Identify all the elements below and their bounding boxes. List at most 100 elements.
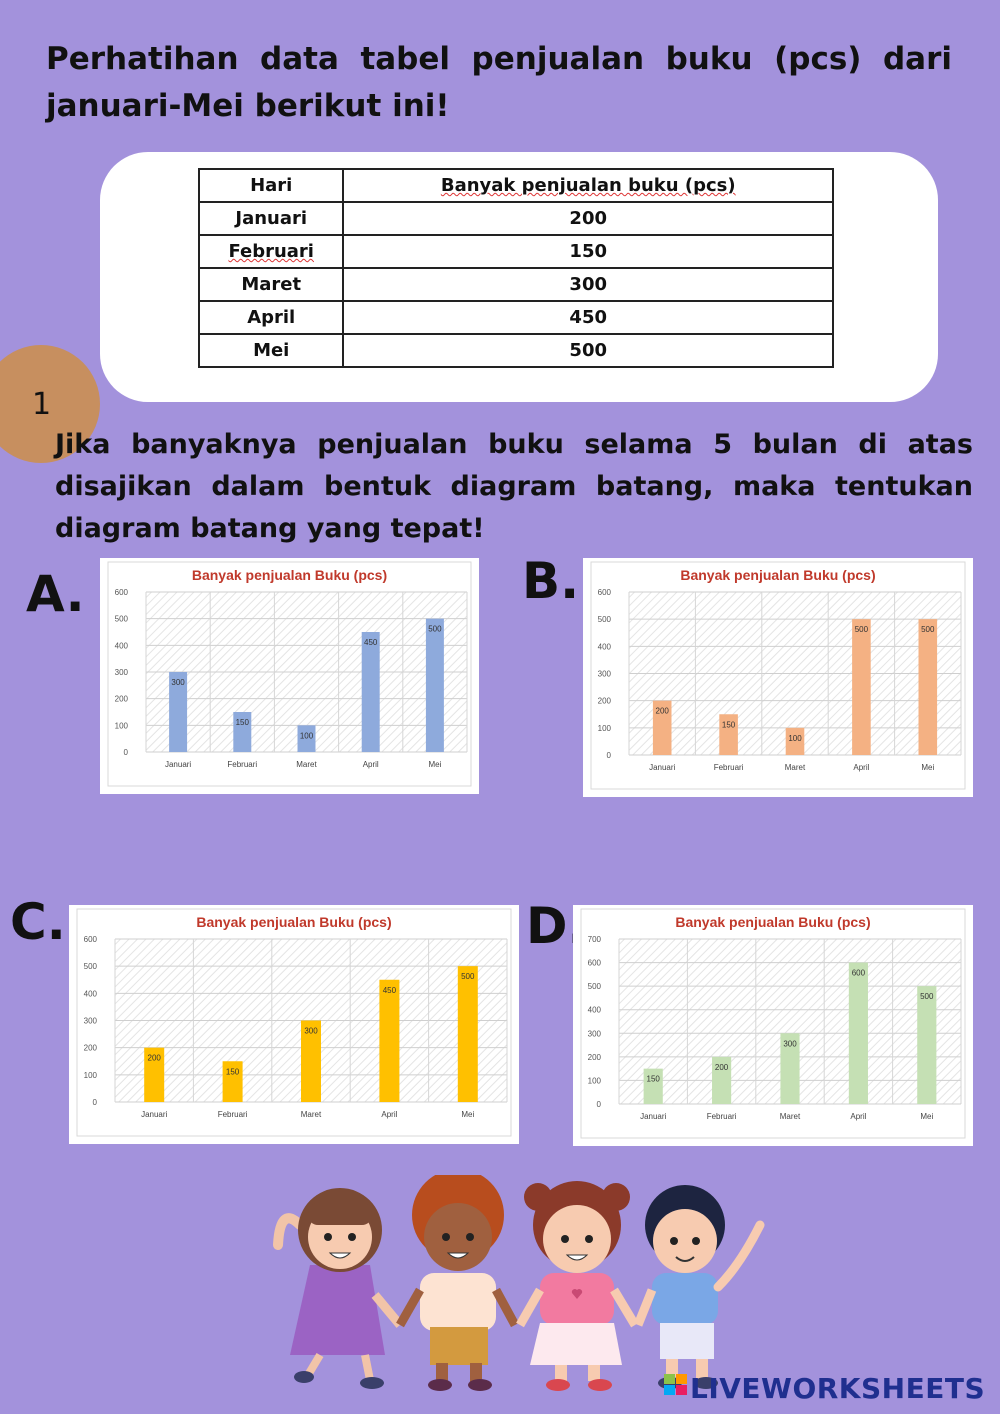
y-tick-label: 300 [115, 668, 129, 677]
x-tick-label: Februari [218, 1110, 248, 1119]
y-tick-label: 200 [588, 1053, 602, 1062]
y-tick-label: 600 [588, 959, 602, 968]
x-tick-label: April [363, 760, 379, 769]
chart-option-b[interactable]: Banyak penjualan Buku (pcs) 0 100 200 300 400… [583, 558, 973, 797]
chart-border [76, 908, 512, 1137]
chart-option-d[interactable]: Banyak penjualan Buku (pcs) 0 100 200 300 400… [573, 905, 973, 1146]
data-label: 100 [300, 731, 314, 740]
table-row: Maret 300 [197, 267, 834, 302]
month-cell: Mei [197, 333, 345, 368]
y-tick-label: 300 [84, 1017, 98, 1026]
chart-title: Banyak penjualan Buku (pcs) [196, 914, 391, 930]
month-label: Februari [228, 241, 314, 262]
option-a-label[interactable]: A. [26, 565, 85, 623]
chart-title: Banyak penjualan Buku (pcs) [192, 567, 387, 583]
data-label: 450 [383, 986, 397, 995]
bar [144, 1047, 165, 1102]
data-label: 150 [226, 1067, 240, 1076]
table-header-cell: Hari [197, 168, 345, 203]
y-tick-label: 500 [598, 615, 612, 624]
data-label: 500 [855, 625, 869, 634]
x-tick-label: April [850, 1112, 866, 1121]
x-tick-label: Maret [780, 1112, 801, 1121]
data-label: 150 [236, 718, 250, 727]
x-tick-label: Maret [296, 760, 317, 769]
intro-text: Perhatihan data tabel penjualan buku (pc… [46, 41, 952, 124]
y-tick-label: 500 [84, 962, 98, 971]
bar-chart-svg: Banyak penjualan Buku (pcs) 0 100 200 300 400… [590, 561, 966, 790]
x-tick-label: April [853, 763, 869, 772]
x-tick-label: Januari [165, 760, 191, 769]
data-label: 200 [148, 1054, 162, 1063]
bar [425, 618, 444, 752]
x-tick-label: Mei [461, 1110, 474, 1119]
y-tick-label: 400 [84, 989, 98, 998]
y-tick-label: 400 [115, 641, 129, 650]
bar [233, 712, 252, 752]
kid-boy-curly [396, 1175, 519, 1391]
bar [457, 966, 478, 1102]
data-label: 200 [656, 707, 670, 716]
x-tick-label: Januari [141, 1110, 167, 1119]
x-tick-label: Januari [640, 1112, 666, 1121]
x-tick-label: Januari [649, 763, 675, 772]
x-tick-label: April [381, 1110, 397, 1119]
table-row: April 450 [197, 300, 834, 335]
bar [222, 1061, 243, 1102]
bar [780, 1033, 800, 1104]
kid-girl-purple [273, 1188, 404, 1389]
y-tick-label: 300 [588, 1029, 602, 1038]
value-cell: 150 [342, 234, 834, 269]
x-tick-label: Mei [428, 760, 441, 769]
y-tick-label: 200 [115, 695, 129, 704]
option-c-label[interactable]: C. [10, 893, 66, 951]
x-tick-label: Februari [227, 760, 257, 769]
children-illustration [273, 1175, 765, 1391]
question-text: Jika banyaknya penjualan buku selama 5 b… [55, 429, 973, 544]
bar [852, 619, 871, 755]
bar [785, 727, 805, 755]
chart-title: Banyak penjualan Buku (pcs) [680, 567, 875, 583]
data-label: 300 [304, 1027, 318, 1036]
x-tick-label: Februari [707, 1112, 737, 1121]
data-label: 500 [461, 972, 475, 981]
option-b-label[interactable]: B. [522, 552, 580, 610]
data-label: 300 [783, 1039, 797, 1048]
liveworksheets-brand[interactable]: LIVEWORKSHEETS [690, 1372, 986, 1405]
y-tick-label: 100 [84, 1071, 98, 1080]
question-number: 1 [32, 387, 52, 422]
month-cell: Januari [197, 201, 345, 236]
x-tick-label: Maret [301, 1110, 322, 1119]
table-header-row: Hari Banyak penjualan buku (pcs) [197, 168, 834, 203]
bar-chart-svg: Banyak penjualan Buku (pcs) 0 100 200 300 400… [107, 561, 472, 787]
y-tick-label: 400 [598, 642, 612, 651]
kid-boy-blue [633, 1185, 765, 1389]
month-cell: April [197, 300, 345, 335]
chart-border [580, 908, 966, 1139]
y-tick-label: 600 [84, 935, 98, 944]
month-cell: Maret [197, 267, 345, 302]
data-label: 150 [722, 720, 736, 729]
chart-option-a[interactable]: Banyak penjualan Buku (pcs) 0 100 200 300 400… [100, 558, 479, 794]
bar [652, 700, 672, 755]
y-tick-label: 0 [93, 1098, 98, 1107]
y-tick-label: 100 [598, 724, 612, 733]
bar [169, 672, 188, 752]
value-cell: 200 [342, 201, 834, 236]
bar [848, 962, 868, 1104]
bar-chart-svg: Banyak penjualan Buku (pcs) 0 100 200 300 400… [580, 908, 966, 1139]
question-number-badge: 1 [0, 345, 100, 463]
value-cell: 450 [342, 300, 834, 335]
header-label: Banyak penjualan buku (pcs) [440, 175, 736, 196]
y-tick-label: 600 [115, 588, 129, 597]
y-tick-label: 100 [588, 1076, 602, 1085]
x-tick-label: Mei [920, 1112, 933, 1121]
chart-border [590, 561, 966, 790]
chart-title: Banyak penjualan Buku (pcs) [675, 914, 870, 930]
y-tick-label: 700 [588, 935, 602, 944]
bar [643, 1068, 663, 1104]
chart-option-c[interactable]: Banyak penjualan Buku (pcs) 0 100 200 300 400… [69, 905, 519, 1144]
month-cell: Februari [197, 234, 345, 269]
bar [712, 1056, 732, 1104]
liveworksheets-logo-icon [664, 1374, 687, 1395]
